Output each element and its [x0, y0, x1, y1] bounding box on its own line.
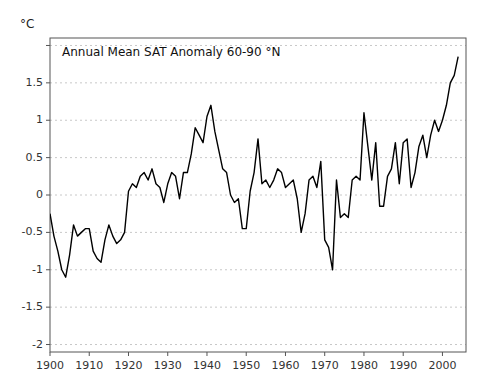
- y-tick: [46, 120, 50, 121]
- y-grid-line: [50, 344, 466, 345]
- x-tick: [442, 352, 443, 356]
- x-tick: [167, 352, 168, 356]
- x-tick-label: 1970: [311, 359, 339, 372]
- x-tick-label: 1950: [232, 359, 260, 372]
- y-grid-line: [50, 120, 466, 121]
- x-tick-label: 2000: [428, 359, 456, 372]
- y-tick-label: 1.5: [26, 76, 44, 89]
- y-grid-line: [50, 269, 466, 270]
- axes: -2 -1.5 -1 -0.5 0 0.5 1 1.5 1900 1910 1920 1930 1940…: [22, 38, 466, 372]
- y-grid: [50, 45, 466, 344]
- y-grid-line: [50, 82, 466, 83]
- background: [0, 0, 482, 386]
- x-tick: [246, 352, 247, 356]
- y-tick: [46, 82, 50, 83]
- plot-frame: [50, 38, 466, 352]
- x-tick: [128, 352, 129, 356]
- y-grid-line: [50, 157, 466, 158]
- y-tick: [46, 344, 50, 345]
- x-tick: [324, 352, 325, 356]
- x-tick: [206, 352, 207, 356]
- x-tick-label: 1960: [271, 359, 299, 372]
- y-axis-label: °C: [20, 17, 34, 31]
- y-tick-label: -1: [32, 263, 43, 276]
- y-tick-label: -0.5: [22, 225, 43, 238]
- x-tick: [363, 352, 364, 356]
- chart: -2 -1.5 -1 -0.5 0 0.5 1 1.5 1900 1910 1920 1930 1940…: [0, 0, 482, 386]
- y-tick: [46, 45, 50, 46]
- y-tick-label: 1: [36, 113, 43, 126]
- y-tick: [46, 195, 50, 196]
- y-grid-line: [50, 232, 466, 233]
- x-tick: [403, 352, 404, 356]
- x-tick-label: 1980: [350, 359, 378, 372]
- x-tick: [50, 352, 51, 356]
- x-tick-label: 1940: [193, 359, 221, 372]
- y-tick-label: 0: [36, 188, 43, 201]
- y-tick: [46, 307, 50, 308]
- x-tick-label: 1990: [389, 359, 417, 372]
- series-line: [50, 57, 458, 278]
- y-grid-line: [50, 307, 466, 308]
- y-tick: [46, 269, 50, 270]
- x-tick-label: 1900: [36, 359, 64, 372]
- chart-title: Annual Mean SAT Anomaly 60-90 °N: [62, 45, 280, 59]
- y-tick: [46, 157, 50, 158]
- x-tick-label: 1930: [154, 359, 182, 372]
- y-grid-line: [50, 195, 466, 196]
- x-tick-label: 1920: [114, 359, 142, 372]
- y-tick-label: 0.5: [26, 151, 44, 164]
- y-tick: [46, 232, 50, 233]
- series-group: [50, 57, 458, 278]
- x-tick: [89, 352, 90, 356]
- y-tick-label: -2: [32, 338, 43, 351]
- y-tick-label: -1.5: [22, 300, 43, 313]
- x-tick: [285, 352, 286, 356]
- x-tick-label: 1910: [75, 359, 103, 372]
